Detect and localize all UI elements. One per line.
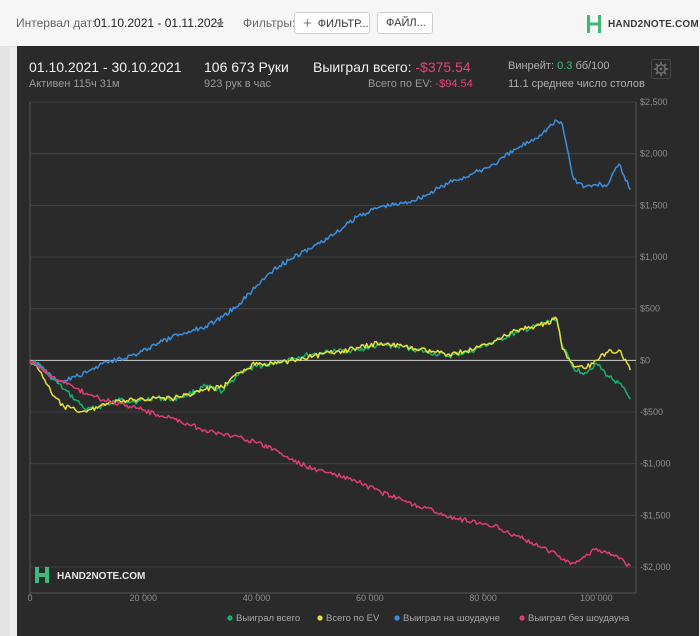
x-tick-label: 20 000 xyxy=(130,593,158,603)
hands-count: 106 673 Руки xyxy=(204,59,289,75)
legend-label: Выиграл всего xyxy=(236,613,300,624)
series-line xyxy=(29,316,631,412)
y-tick-label: $500 xyxy=(640,304,660,314)
chart-series xyxy=(29,119,632,568)
file-button[interactable]: ФАЙЛ... xyxy=(377,12,433,34)
x-tick-label: 40 000 xyxy=(243,593,271,603)
chart-ticks: $2,500 $2,000 $1,500 $1,000 $500 $0 -$500 -$1,0… xyxy=(27,97,670,603)
date-range-label: Интервал дат: xyxy=(16,16,96,30)
chart-panel xyxy=(17,46,699,636)
file-button-label: ФАЙЛ... xyxy=(386,17,426,29)
x-tick-label: 0 xyxy=(27,593,32,603)
series-line xyxy=(29,359,631,568)
chart-legend: Выиграл всего Всего по EV Выиграл на шоуда… xyxy=(227,613,630,624)
y-tick-label: $0 xyxy=(640,355,650,365)
logo: HAND2NOTE.COM xyxy=(586,13,699,35)
y-tick-label: $1,000 xyxy=(640,252,668,262)
y-tick-label: -$500 xyxy=(640,407,663,417)
y-tick-label: $2,500 xyxy=(640,97,668,107)
legend-label: Выиграл без шоудауна xyxy=(528,613,630,624)
logo-text: HAND2NOTE.COM xyxy=(608,18,699,30)
hand2note-logo-icon xyxy=(587,15,601,33)
legend-swatch xyxy=(227,615,233,621)
active-time-text: Активен 115ч 31м xyxy=(29,78,120,90)
plus-icon: + xyxy=(303,15,312,32)
y-tick-label: -$1,500 xyxy=(640,510,671,520)
x-tick-label: 100 000 xyxy=(580,593,613,603)
toolbar: Интервал дат: 01.10.2021 - 01.11.2021 Фи… xyxy=(0,0,700,47)
won-total-value: -$375.54 xyxy=(415,59,471,75)
winrate-unit: бб/100 xyxy=(575,60,610,72)
winrate-label: Винрейт: xyxy=(508,60,555,72)
settings-button[interactable] xyxy=(651,59,671,79)
date-range-value[interactable]: 01.10.2021 - 01.11.2021 xyxy=(94,16,224,30)
ev-total: Всего по EV: -$94.54 xyxy=(368,78,473,90)
legend-label: Всего по EV xyxy=(326,613,380,624)
y-tick-label: -$1,000 xyxy=(640,459,671,469)
y-tick-label: $1,500 xyxy=(640,200,668,210)
y-tick-label: -$2,000 xyxy=(640,562,671,572)
watermark-text: HAND2NOTE.COM xyxy=(57,571,145,582)
left-edge xyxy=(0,46,10,636)
series-line xyxy=(29,316,632,414)
filter-button-label: ФИЛЬТР... xyxy=(317,18,369,30)
legend-swatch xyxy=(317,615,323,621)
x-tick-label: 80 000 xyxy=(469,593,497,603)
chevron-down-icon[interactable] xyxy=(216,22,224,27)
legend-swatch xyxy=(519,615,525,621)
winrate: Винрейт: 0.3 бб/100 xyxy=(508,60,609,72)
ev-total-value: -$94.54 xyxy=(435,78,473,90)
filters-label: Фильтры: xyxy=(243,16,296,30)
ev-total-label: Всего по EV: xyxy=(368,78,433,90)
filter-button[interactable]: + ФИЛЬТР... xyxy=(294,12,370,34)
y-tick-label: $2,000 xyxy=(640,149,668,159)
period-text: 01.10.2021 - 30.10.2021 xyxy=(29,59,182,75)
x-tick-label: 60 000 xyxy=(356,593,384,603)
series-line xyxy=(29,119,631,383)
won-total: Выиграл всего: -$375.54 xyxy=(313,59,471,75)
legend-swatch xyxy=(394,615,400,621)
legend-label: Выиграл на шоудауне xyxy=(403,613,500,624)
hands-per-hour: 923 рук в час xyxy=(204,78,272,90)
winrate-value: 0.3 xyxy=(557,60,573,72)
chart-grid xyxy=(29,101,637,596)
watermark: HAND2NOTE.COM xyxy=(35,567,145,583)
won-total-label: Выиграл всего: xyxy=(313,59,412,75)
gear-icon xyxy=(653,61,669,77)
avg-tables: 11.1 среднее число столов xyxy=(508,78,645,90)
